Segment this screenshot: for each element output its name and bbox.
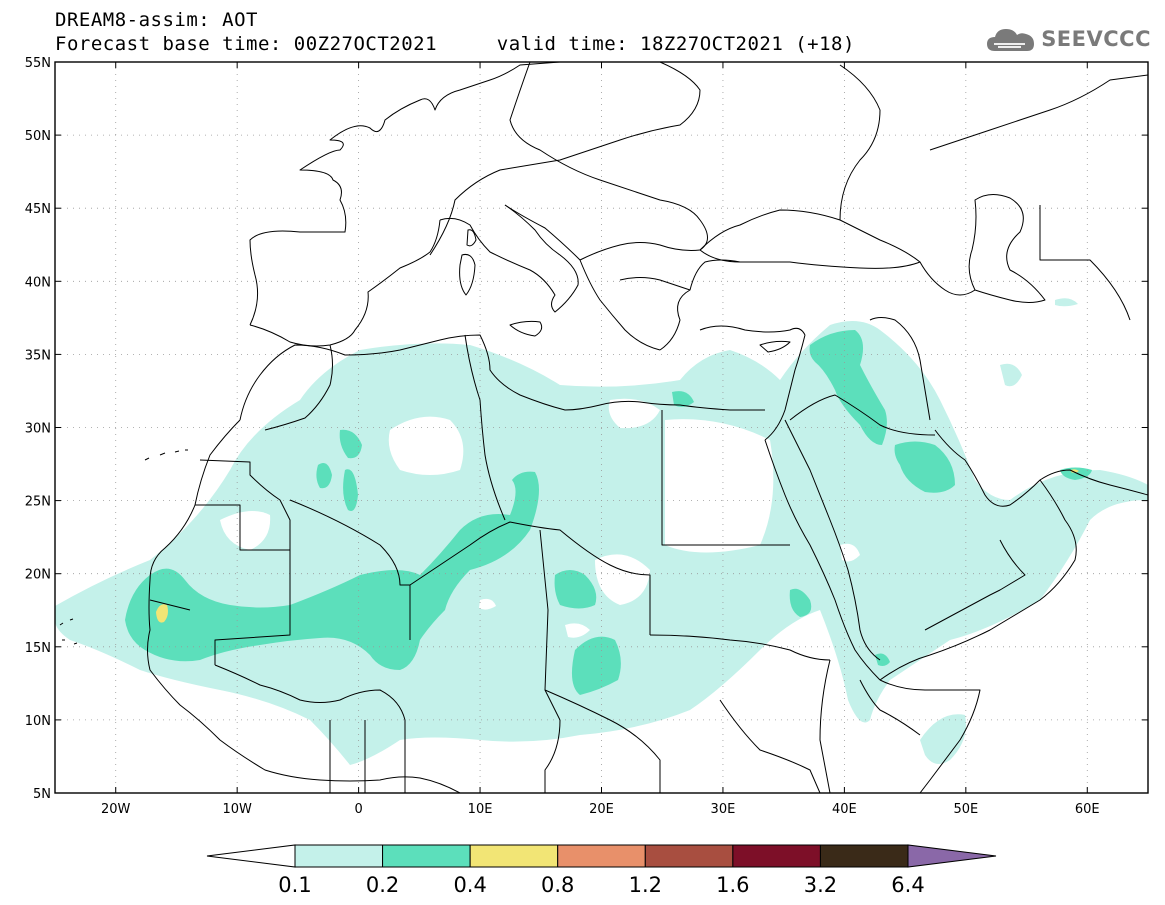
colorbar-under-arrow <box>206 844 296 868</box>
border-east-africa <box>819 659 921 793</box>
coastline-levant <box>764 334 806 441</box>
border-iran <box>869 205 1131 421</box>
lon-tick-label: 60E <box>1075 802 1100 817</box>
lon-tick-label: 50E <box>953 802 978 817</box>
coastline-europe <box>249 62 561 326</box>
lat-tick-label: 35N <box>25 348 51 363</box>
colorbar-segment <box>644 844 734 868</box>
border-europe-1 <box>429 62 701 256</box>
border-east-2 <box>929 74 1148 151</box>
colorbar-label: 6.4 <box>891 873 924 897</box>
coastline-red-sea-west <box>764 439 881 681</box>
forecast-base-time: Forecast base time: 00Z27OCT2021 <box>55 33 438 55</box>
colorbar-segment <box>557 844 646 868</box>
seevccc-logo: SEEVCCC <box>985 24 1151 54</box>
coastline-aegean <box>659 259 741 351</box>
aot-field-below-0.1 <box>220 398 860 638</box>
border-central-africa <box>544 689 821 793</box>
coastline-adriatic <box>504 204 661 351</box>
colorbar-segment <box>294 844 384 868</box>
border-east-1 <box>839 64 976 296</box>
coastline-red-sea-east <box>784 419 881 661</box>
coastline-corsica <box>466 229 477 247</box>
coastline-persian-gulf <box>934 429 1148 507</box>
aot-field-0.2-0.4 <box>125 330 1092 695</box>
lon-tick-label: 20W <box>101 802 131 817</box>
border-mali-niger <box>289 499 411 640</box>
colorbar-over-arrow <box>907 844 997 868</box>
graticule-gridlines <box>55 62 1148 793</box>
coastline-caspian <box>968 194 1046 303</box>
colorbar-label: 0.2 <box>366 873 399 897</box>
colorbar-label: 3.2 <box>804 873 837 897</box>
valid-time: valid time: 18Z27OCT2021 (+18) <box>496 33 855 55</box>
colorbar-label: 0.4 <box>453 873 486 897</box>
coastline-horn-africa <box>879 679 981 793</box>
map-title: DREAM8-assim: AOT <box>55 9 258 31</box>
lat-tick-label: 25N <box>25 495 51 510</box>
cloud-icon <box>987 29 1035 51</box>
colorbar-label: 0.1 <box>278 873 311 897</box>
map-subtitle: Forecast base time: 00Z27OCT2021 valid t… <box>55 33 855 55</box>
coastline-west-africa <box>147 419 461 793</box>
lat-tick-label: 20N <box>25 568 51 583</box>
coastline-black-sea <box>699 209 921 269</box>
logo-text: SEEVCCC <box>1041 27 1151 51</box>
border-sahel <box>199 459 291 665</box>
lat-tick-label: 15N <box>25 641 51 656</box>
aot-colorbar: 0.1 0.2 0.4 0.8 1.2 1.6 3.2 6.4 <box>206 844 997 897</box>
border-sudan-ethiopia <box>649 634 831 661</box>
colorbar-segment <box>732 844 821 868</box>
lat-tick-label: 50N <box>25 129 51 144</box>
coastline-cyprus <box>759 340 791 353</box>
lon-tick-label: 40E <box>832 802 857 817</box>
border-arabia-2 <box>924 539 1026 631</box>
colorbar-label: 0.8 <box>541 873 574 897</box>
lon-tick-label: 10W <box>222 802 252 817</box>
border-algeria-libya <box>464 334 506 521</box>
lon-tick-label: 30E <box>711 802 736 817</box>
map-axes: 55N 50N 45N 40N 35N 30N 25N 20N 15N 10N 5N 20W 10W 0 1… <box>25 56 1148 817</box>
lon-tick-label: 20E <box>589 802 614 817</box>
coastline-italy <box>439 204 579 313</box>
lat-tick-label: 30N <box>25 422 51 437</box>
coastlines-and-borders <box>59 62 1148 793</box>
coastline-sardinia <box>459 254 476 296</box>
border-niger-chad <box>409 521 651 635</box>
border-europe-2 <box>509 62 708 251</box>
colorbar-segment <box>382 844 471 868</box>
colorbar-label: 1.6 <box>716 873 749 897</box>
coastline-turkey-south <box>699 325 806 336</box>
border-libya-egypt <box>661 410 790 546</box>
border-chad-sudan <box>539 529 561 721</box>
colorbar-segment <box>819 844 909 868</box>
coastline-iberia-south <box>249 219 441 347</box>
lon-tick-label: 0 <box>354 802 362 817</box>
coastline-cape-verde <box>59 618 78 645</box>
border-europe-3 <box>579 242 701 291</box>
lon-tick-label: 10E <box>468 802 493 817</box>
lat-tick-label: 40N <box>25 275 51 290</box>
lat-tick-label: 5N <box>33 787 51 802</box>
aot-field-0.4-0.8 <box>156 469 1079 623</box>
border-west-africa-inner <box>149 504 406 793</box>
lat-tick-label: 45N <box>25 202 51 217</box>
coastline-arabia-southeast <box>879 479 1077 681</box>
border-africa-north <box>264 344 333 431</box>
coastline-canary-islands <box>144 449 188 461</box>
border-arabia-1 <box>789 394 936 436</box>
lat-tick-label: 10N <box>25 714 51 729</box>
coastline-north-africa <box>239 334 765 421</box>
lat-tick-label: 55N <box>25 56 51 71</box>
colorbar-segment <box>469 844 559 868</box>
colorbar-label: 1.2 <box>629 873 662 897</box>
coastline-sicily <box>509 320 543 337</box>
